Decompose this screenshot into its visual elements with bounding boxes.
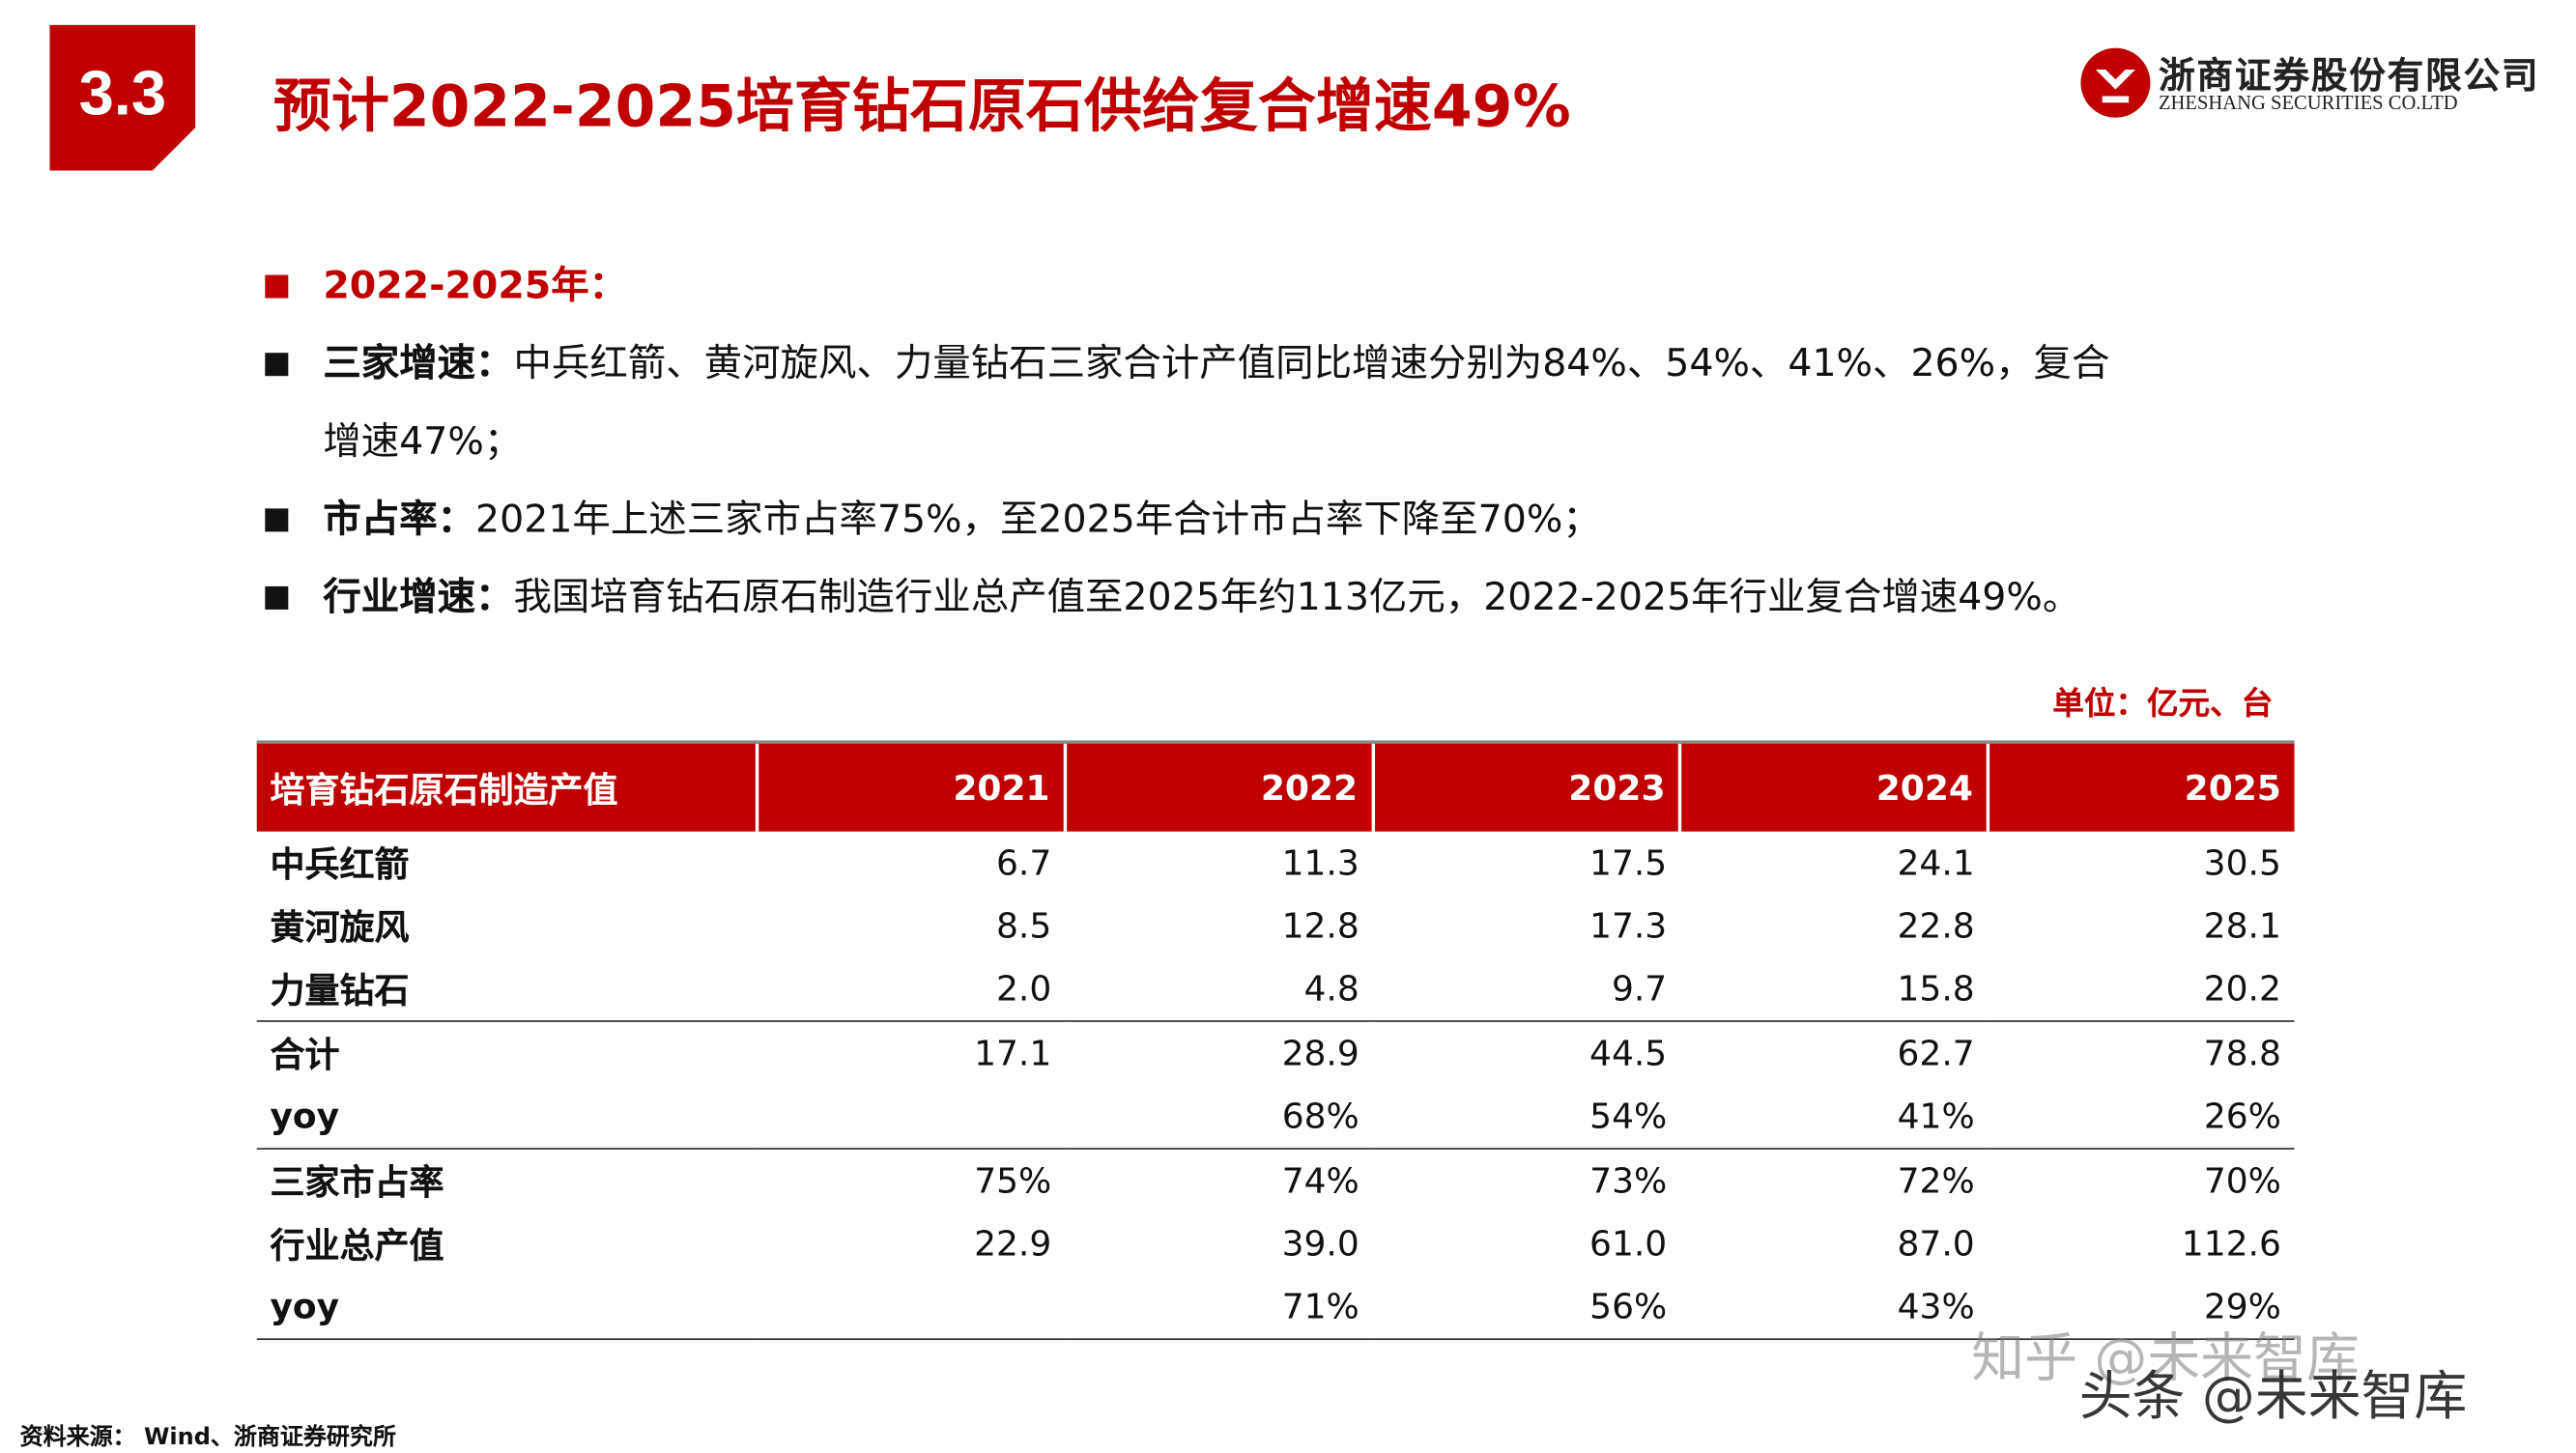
value-cell [757, 1275, 1065, 1341]
value-cell: 112.6 [2181, 1224, 2281, 1265]
row-label: 力量钻石 [256, 956, 758, 1022]
source-note: 资料来源： Wind、浙商证券研究所 [19, 1424, 396, 1451]
value-cell: 9.7 [1372, 956, 1680, 1022]
unit-note: 单位：亿元、台 [2052, 685, 2274, 723]
row-label: yoy [256, 1275, 758, 1341]
header-cell: 培育钻石原石制造产值 [256, 740, 758, 832]
value-cell: 12.8 [1281, 905, 1360, 946]
watermark: 头条 @未来智库 [2078, 1364, 2468, 1428]
value-cell: 6.7 [996, 842, 1052, 883]
table-row: 黄河旋风 8.5 12.8 17.3 22.8 28.1 [257, 895, 2295, 957]
section-badge [49, 24, 196, 171]
value-cell: 78.8 [2203, 1033, 2281, 1073]
value-cell [757, 1084, 1065, 1150]
value-cell: 17.5 [1589, 842, 1668, 883]
value-cell: 54% [1372, 1084, 1680, 1150]
header-cell: 2021 [755, 740, 1065, 832]
value-cell: 28.9 [1281, 1033, 1360, 1073]
value-cell: 22.8 [1897, 905, 1975, 946]
bullet-label: 市占率： [323, 499, 476, 542]
bullet-label: 行业增速： [323, 576, 514, 620]
bullet: 行业增速：我国培育钻石原石制造行业总产值至2025年约113亿元，2022-20… [265, 560, 2136, 639]
table-row: 中兵红箭 6.7 11.3 17.5 24.1 30.5 [257, 832, 2295, 895]
table-row: yoy 68% 54% 41% 26% [256, 1084, 2295, 1150]
value-cell: 70% [2203, 1160, 2281, 1202]
bullet-text: 我国培育钻石原石制造行业总产值至2025年约113亿元，2022-2025年行业… [513, 576, 2081, 620]
bullet: 三家增速：中兵红箭、黄河旋风、力量钻石三家合计产值同比增速分别为84%、54%、… [265, 327, 2136, 482]
value-cell: 17.1 [974, 1033, 1052, 1073]
value-cell: 44.5 [1589, 1033, 1668, 1073]
value-cell: 61.0 [1589, 1224, 1668, 1265]
table-row: 力量钻石 2.0 4.8 9.7 15.8 20.2 [256, 956, 2295, 1022]
row-label: 行业总产值 [270, 1225, 444, 1266]
value-cell: 2.0 [757, 956, 1065, 1022]
header-cell: 2023 [1370, 740, 1680, 832]
value-cell: 43% [1679, 1275, 1989, 1341]
value-cell: 4.8 [1064, 956, 1373, 1022]
value-cell: 17.3 [1589, 905, 1668, 946]
row-label: 三家市占率 [270, 1162, 444, 1203]
row-label: yoy [256, 1084, 758, 1150]
value-cell: 68% [1064, 1084, 1373, 1150]
data-table: 培育钻石原石制造产值 2021 2022 2023 2024 2025 中兵红箭 6.7 11.… [256, 740, 2295, 1341]
logo-name-en: ZHESHANG SECURITIES CO.LTD [2158, 91, 2458, 115]
bullet-text: 中兵红箭、黄河旋风、力量钻石三家合计产值同比增速分别为84%、54%、41%、2… [323, 342, 2110, 465]
value-cell: 15.8 [1679, 956, 1989, 1022]
bullet-list: 2022-2025年： 三家增速：中兵红箭、黄河旋风、力量钻石三家合计产值同比增速… [265, 248, 2136, 638]
logo-icon [2080, 47, 2151, 118]
bullet-label: 2022-2025年： [323, 265, 628, 308]
value-cell: 87.0 [1897, 1224, 1975, 1265]
value-cell: 56% [1372, 1275, 1680, 1341]
value-cell: 73% [1589, 1160, 1668, 1202]
table-row: yoy 71% 56% 43% 29% [256, 1275, 2295, 1341]
value-cell: 29% [1988, 1275, 2295, 1341]
value-cell: 30.5 [2203, 842, 2281, 883]
header-cell: 2022 [1063, 740, 1373, 832]
table-row: 行业总产值 22.9 39.0 61.0 87.0 112.6 [257, 1212, 2295, 1275]
value-cell: 39.0 [1281, 1224, 1360, 1265]
logo-name: 浙商证券股份有限公司 [2158, 56, 2540, 99]
value-cell: 26% [1988, 1084, 2295, 1150]
row-label: 合计 [270, 1035, 340, 1075]
row-label: 中兵红箭 [270, 844, 410, 885]
value-cell: 62.7 [1897, 1033, 1975, 1073]
value-cell: 11.3 [1281, 842, 1360, 883]
bullet-text: 2021年上述三家市占率75%，至2025年合计市占率下降至70%； [475, 499, 1601, 542]
value-cell: 41% [1679, 1084, 1989, 1150]
value-cell: 75% [974, 1160, 1052, 1202]
header-cell: 2025 [1986, 740, 2295, 832]
value-cell: 24.1 [1897, 842, 1975, 883]
bullet: 2022-2025年： [265, 248, 2136, 327]
value-cell: 22.9 [974, 1224, 1052, 1265]
slide-title: 预计2022-2025培育钻石原石供给复合增速49% [272, 74, 1571, 141]
table-row: 合计 17.1 28.9 44.5 62.7 78.8 [257, 1021, 2295, 1085]
watermark: 知乎 @未来智库 [1971, 1326, 2360, 1390]
table-row: 三家市占率 75% 74% 73% 72% 70% [257, 1149, 2295, 1212]
row-label: 黄河旋风 [270, 907, 410, 948]
bullet: 市占率：2021年上述三家市占率75%，至2025年合计市占率下降至70%； [265, 482, 2136, 560]
value-cell: 72% [1897, 1160, 1975, 1202]
header-cell: 2024 [1678, 740, 1989, 832]
bullet-label: 三家增速： [323, 342, 514, 386]
value-cell: 71% [1064, 1275, 1373, 1341]
value-cell: 74% [1281, 1160, 1360, 1202]
value-cell: 8.5 [996, 905, 1052, 946]
value-cell: 28.1 [2203, 905, 2281, 946]
section-number: 3.3 [78, 59, 167, 129]
value-cell: 20.2 [1988, 956, 2295, 1022]
